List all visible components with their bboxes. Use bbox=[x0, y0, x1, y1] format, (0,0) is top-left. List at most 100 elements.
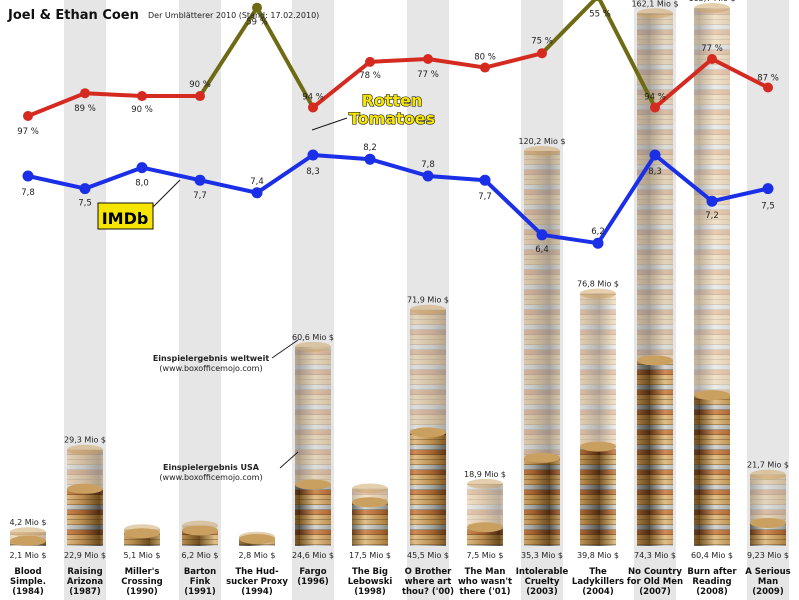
usa-value-label: 74,3 Mio $ bbox=[634, 551, 676, 560]
imdb-line bbox=[27, 153, 769, 246]
category-label: Reading bbox=[692, 577, 731, 587]
worldwide-value-label: 76,8 Mio $ bbox=[577, 280, 619, 289]
rt-point bbox=[137, 91, 147, 102]
category-label: A Serious bbox=[745, 567, 790, 577]
rt-line-segment bbox=[311, 59, 372, 110]
imdb-value-label: 8,0 bbox=[135, 179, 149, 189]
category-label: where art bbox=[405, 577, 452, 587]
imdb-point bbox=[649, 149, 661, 161]
category-label: (1991) bbox=[184, 587, 216, 597]
usa-value-label: 5,1 Mio $ bbox=[124, 551, 161, 560]
imdb-value-label: 8,3 bbox=[306, 167, 320, 177]
category-label: (1984) bbox=[12, 587, 44, 597]
category-label: (2004) bbox=[582, 587, 614, 597]
category-label: Ladykillers bbox=[572, 577, 624, 587]
usa-value-label: 60,4 Mio $ bbox=[691, 551, 733, 560]
rt-line-segment bbox=[198, 5, 259, 99]
imdb-point bbox=[364, 153, 376, 165]
bar-usa-top bbox=[750, 517, 786, 528]
annotation-label: (www.boxofficemojo.com) bbox=[159, 473, 262, 482]
bar-usa bbox=[67, 488, 103, 546]
bar-usa bbox=[637, 360, 673, 546]
bar-worldwide-top bbox=[10, 527, 46, 538]
rt-value-label: 90 % bbox=[189, 80, 211, 90]
category-label: (1996) bbox=[297, 577, 329, 587]
bar-usa bbox=[694, 395, 730, 546]
bar-usa-top bbox=[67, 483, 103, 494]
usa-value-label: 22,9 Mio $ bbox=[64, 551, 106, 560]
rt-value-label: 80 % bbox=[474, 53, 496, 63]
rt-value-label: 94 % bbox=[302, 92, 324, 102]
category-label: (2008) bbox=[696, 587, 728, 597]
worldwide-value-label: 163,7 Mio $ bbox=[688, 0, 735, 3]
usa-value-label: 9,23 Mio $ bbox=[747, 551, 789, 560]
imdb-value-label: 7,5 bbox=[78, 199, 92, 209]
rt-line-segment bbox=[255, 5, 315, 110]
bar-usa bbox=[750, 522, 786, 546]
category-label: No Country bbox=[628, 567, 682, 577]
usa-value-label: 2,8 Mio $ bbox=[239, 551, 276, 560]
rt-point bbox=[763, 82, 773, 93]
rt-value-label: 59 % bbox=[246, 18, 268, 28]
imdb-badge bbox=[97, 202, 154, 230]
rt-value-label: 55 % bbox=[589, 9, 611, 19]
rt-line-segment bbox=[26, 91, 87, 118]
rt-value-label: 94 % bbox=[644, 92, 666, 102]
imdb-point bbox=[251, 187, 263, 199]
imdb-series-label: IMDb bbox=[102, 209, 149, 228]
rt-point bbox=[80, 88, 90, 99]
category-label: Cruelty bbox=[525, 577, 560, 587]
category-label: Arizona bbox=[67, 577, 104, 587]
category-label: (2007) bbox=[639, 587, 671, 597]
imdb-value-label: 8,2 bbox=[363, 143, 377, 153]
bar-usa-top bbox=[637, 355, 673, 366]
rt-point bbox=[308, 102, 318, 113]
imdb-point bbox=[307, 149, 319, 161]
worldwide-value-label: 120,2 Mio $ bbox=[518, 137, 565, 146]
chart-title: Joel & Ethan Coen bbox=[8, 8, 139, 23]
rt-value-label: 90 % bbox=[131, 105, 153, 115]
category-label: (1998) bbox=[354, 587, 386, 597]
rt-point bbox=[252, 2, 262, 13]
rt-line-segment bbox=[653, 57, 714, 110]
annotation-label: (www.boxofficemojo.com) bbox=[159, 364, 262, 373]
bar-worldwide-top bbox=[67, 444, 103, 455]
rt-line-segment bbox=[83, 91, 144, 99]
category-label: Miller's bbox=[125, 567, 160, 577]
rt-point bbox=[23, 111, 33, 121]
bar-usa bbox=[467, 527, 503, 546]
chart-subtitle: Der Umblätterer 2010 (Stand: 17.02.2010) bbox=[148, 11, 320, 20]
rt-label-leader bbox=[311, 117, 348, 131]
bar-worldwide-top bbox=[580, 288, 616, 299]
rt-point bbox=[423, 54, 433, 64]
bar-worldwide-top bbox=[410, 304, 446, 315]
imdb-value-label: 7,8 bbox=[21, 188, 35, 198]
bar-usa-top bbox=[124, 528, 160, 539]
imdb-value-label: 7,7 bbox=[193, 191, 207, 201]
bar-worldwide-top bbox=[750, 469, 786, 480]
imdb-point bbox=[22, 170, 34, 182]
imdb-point bbox=[706, 195, 718, 207]
rt-line-segment bbox=[597, 0, 657, 110]
category-label: Blood bbox=[14, 567, 41, 577]
imdb-point bbox=[536, 229, 548, 241]
rt-value-label: 97 % bbox=[17, 127, 39, 137]
usa-value-label: 2,1 Mio $ bbox=[10, 551, 47, 560]
usa-value-label: 39,8 Mio $ bbox=[577, 551, 619, 560]
rt-point bbox=[537, 48, 547, 59]
rt-value-label: 78 % bbox=[359, 71, 381, 81]
category-label: (2003) bbox=[526, 587, 558, 597]
category-label: Fink bbox=[190, 577, 211, 587]
category-label: Barton bbox=[184, 567, 216, 577]
bar-usa-top bbox=[239, 534, 275, 545]
category-label: (2009) bbox=[752, 587, 784, 597]
imdb-value-label: 7,8 bbox=[421, 160, 435, 170]
category-label: thou? ('00) bbox=[402, 587, 454, 597]
imdb-badge-leader bbox=[149, 179, 181, 211]
category-label: Raising bbox=[67, 567, 102, 577]
rt-value-label: 89 % bbox=[74, 104, 96, 114]
rt-value-label: 87 % bbox=[757, 74, 779, 84]
rt-line-segment bbox=[426, 57, 487, 70]
